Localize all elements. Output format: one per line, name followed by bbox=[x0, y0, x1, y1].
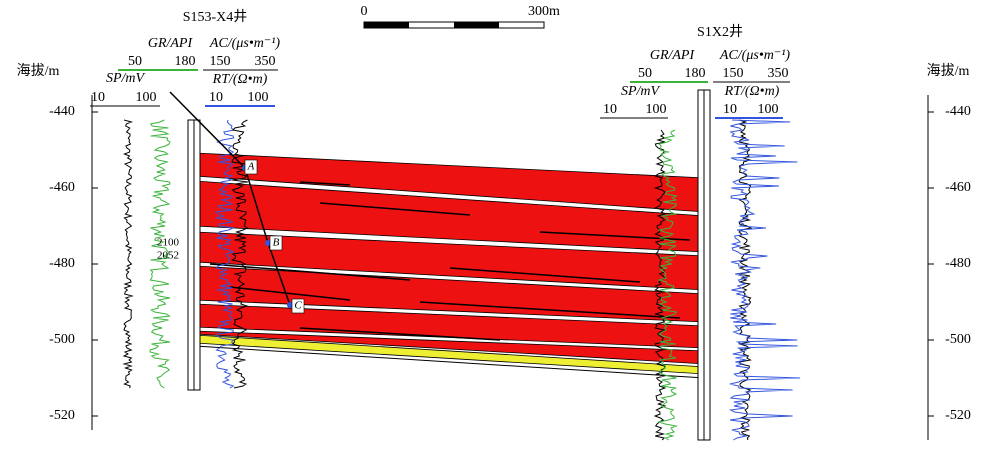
log-curve bbox=[657, 129, 679, 441]
rt-label: RT/(Ω•m) bbox=[724, 84, 780, 99]
tick-label: -460 bbox=[49, 180, 75, 195]
boundary bbox=[194, 345, 706, 379]
point bbox=[287, 302, 293, 308]
sp-max: 100 bbox=[136, 90, 157, 105]
ac-max: 350 bbox=[768, 66, 789, 81]
sp-label: SP/mV bbox=[106, 71, 146, 86]
scale-start: 0 bbox=[361, 4, 368, 19]
ac-label: AC/(μs•m⁻¹) bbox=[209, 36, 281, 51]
rt-min: 10 bbox=[209, 90, 223, 105]
gr-min: 50 bbox=[638, 66, 652, 81]
tick-label: -480 bbox=[49, 256, 75, 271]
layers bbox=[194, 152, 706, 379]
gr-label: GR/API bbox=[148, 36, 194, 51]
tick-label: -520 bbox=[49, 408, 75, 423]
shale-streak bbox=[299, 327, 501, 341]
scale-bar: 0 300m bbox=[361, 4, 560, 29]
shale-streak bbox=[419, 301, 681, 319]
depth-ticks: -440 -440 -460 -460 -480 -480 -500 -500 -520 -520 bbox=[49, 104, 971, 423]
sp-min: 10 bbox=[603, 102, 617, 117]
tick-label: -500 bbox=[49, 332, 75, 347]
sp-min: 10 bbox=[91, 90, 105, 105]
tick-label: -480 bbox=[945, 256, 971, 271]
rt-max: 100 bbox=[248, 90, 269, 105]
shale-streak bbox=[229, 286, 351, 301]
gr-min: 50 bbox=[128, 54, 142, 69]
sp-max: 100 bbox=[646, 102, 667, 117]
depth-mark: 2052 bbox=[157, 250, 179, 262]
sp-label: SP/mV bbox=[621, 84, 661, 99]
well-name: S1X2井 bbox=[697, 24, 743, 40]
trajectory bbox=[169, 91, 291, 306]
ac-label: AC/(μs•m⁻¹) bbox=[719, 48, 791, 63]
depth-mark: 2100 bbox=[157, 237, 180, 249]
rt-min: 10 bbox=[723, 102, 737, 117]
tick-label: -440 bbox=[49, 104, 75, 119]
well-name: S153-X4井 bbox=[183, 9, 248, 25]
tick-label: -440 bbox=[945, 104, 971, 119]
rt-label: RT/(Ω•m) bbox=[212, 72, 268, 87]
log-curve bbox=[728, 119, 801, 441]
tick-label: -460 bbox=[945, 180, 971, 195]
log-curve bbox=[122, 119, 134, 389]
gr-label: GR/API bbox=[650, 48, 696, 63]
tick-label: -500 bbox=[945, 332, 971, 347]
gr-max: 180 bbox=[175, 54, 196, 69]
shale-streak bbox=[449, 267, 641, 283]
point-label: A bbox=[247, 161, 255, 173]
log-curve bbox=[149, 119, 171, 389]
ac-min: 150 bbox=[210, 54, 231, 69]
gr-max: 180 bbox=[685, 66, 706, 81]
ac-max: 350 bbox=[255, 54, 276, 69]
ac-min: 150 bbox=[723, 66, 744, 81]
log-curve bbox=[214, 119, 235, 389]
well-columns bbox=[187, 89, 711, 441]
shale-streak bbox=[299, 181, 351, 186]
axis-label: 海拔/m bbox=[17, 63, 60, 79]
point-label: C bbox=[294, 300, 302, 312]
axis-label: 海拔/m bbox=[927, 63, 970, 79]
point-label: B bbox=[273, 237, 280, 249]
tick-label: -520 bbox=[945, 408, 971, 423]
shale-streak bbox=[319, 202, 471, 216]
log-curve bbox=[653, 129, 667, 441]
scale-end: 300m bbox=[528, 4, 560, 19]
point bbox=[265, 240, 271, 246]
rt-max: 100 bbox=[758, 102, 779, 117]
